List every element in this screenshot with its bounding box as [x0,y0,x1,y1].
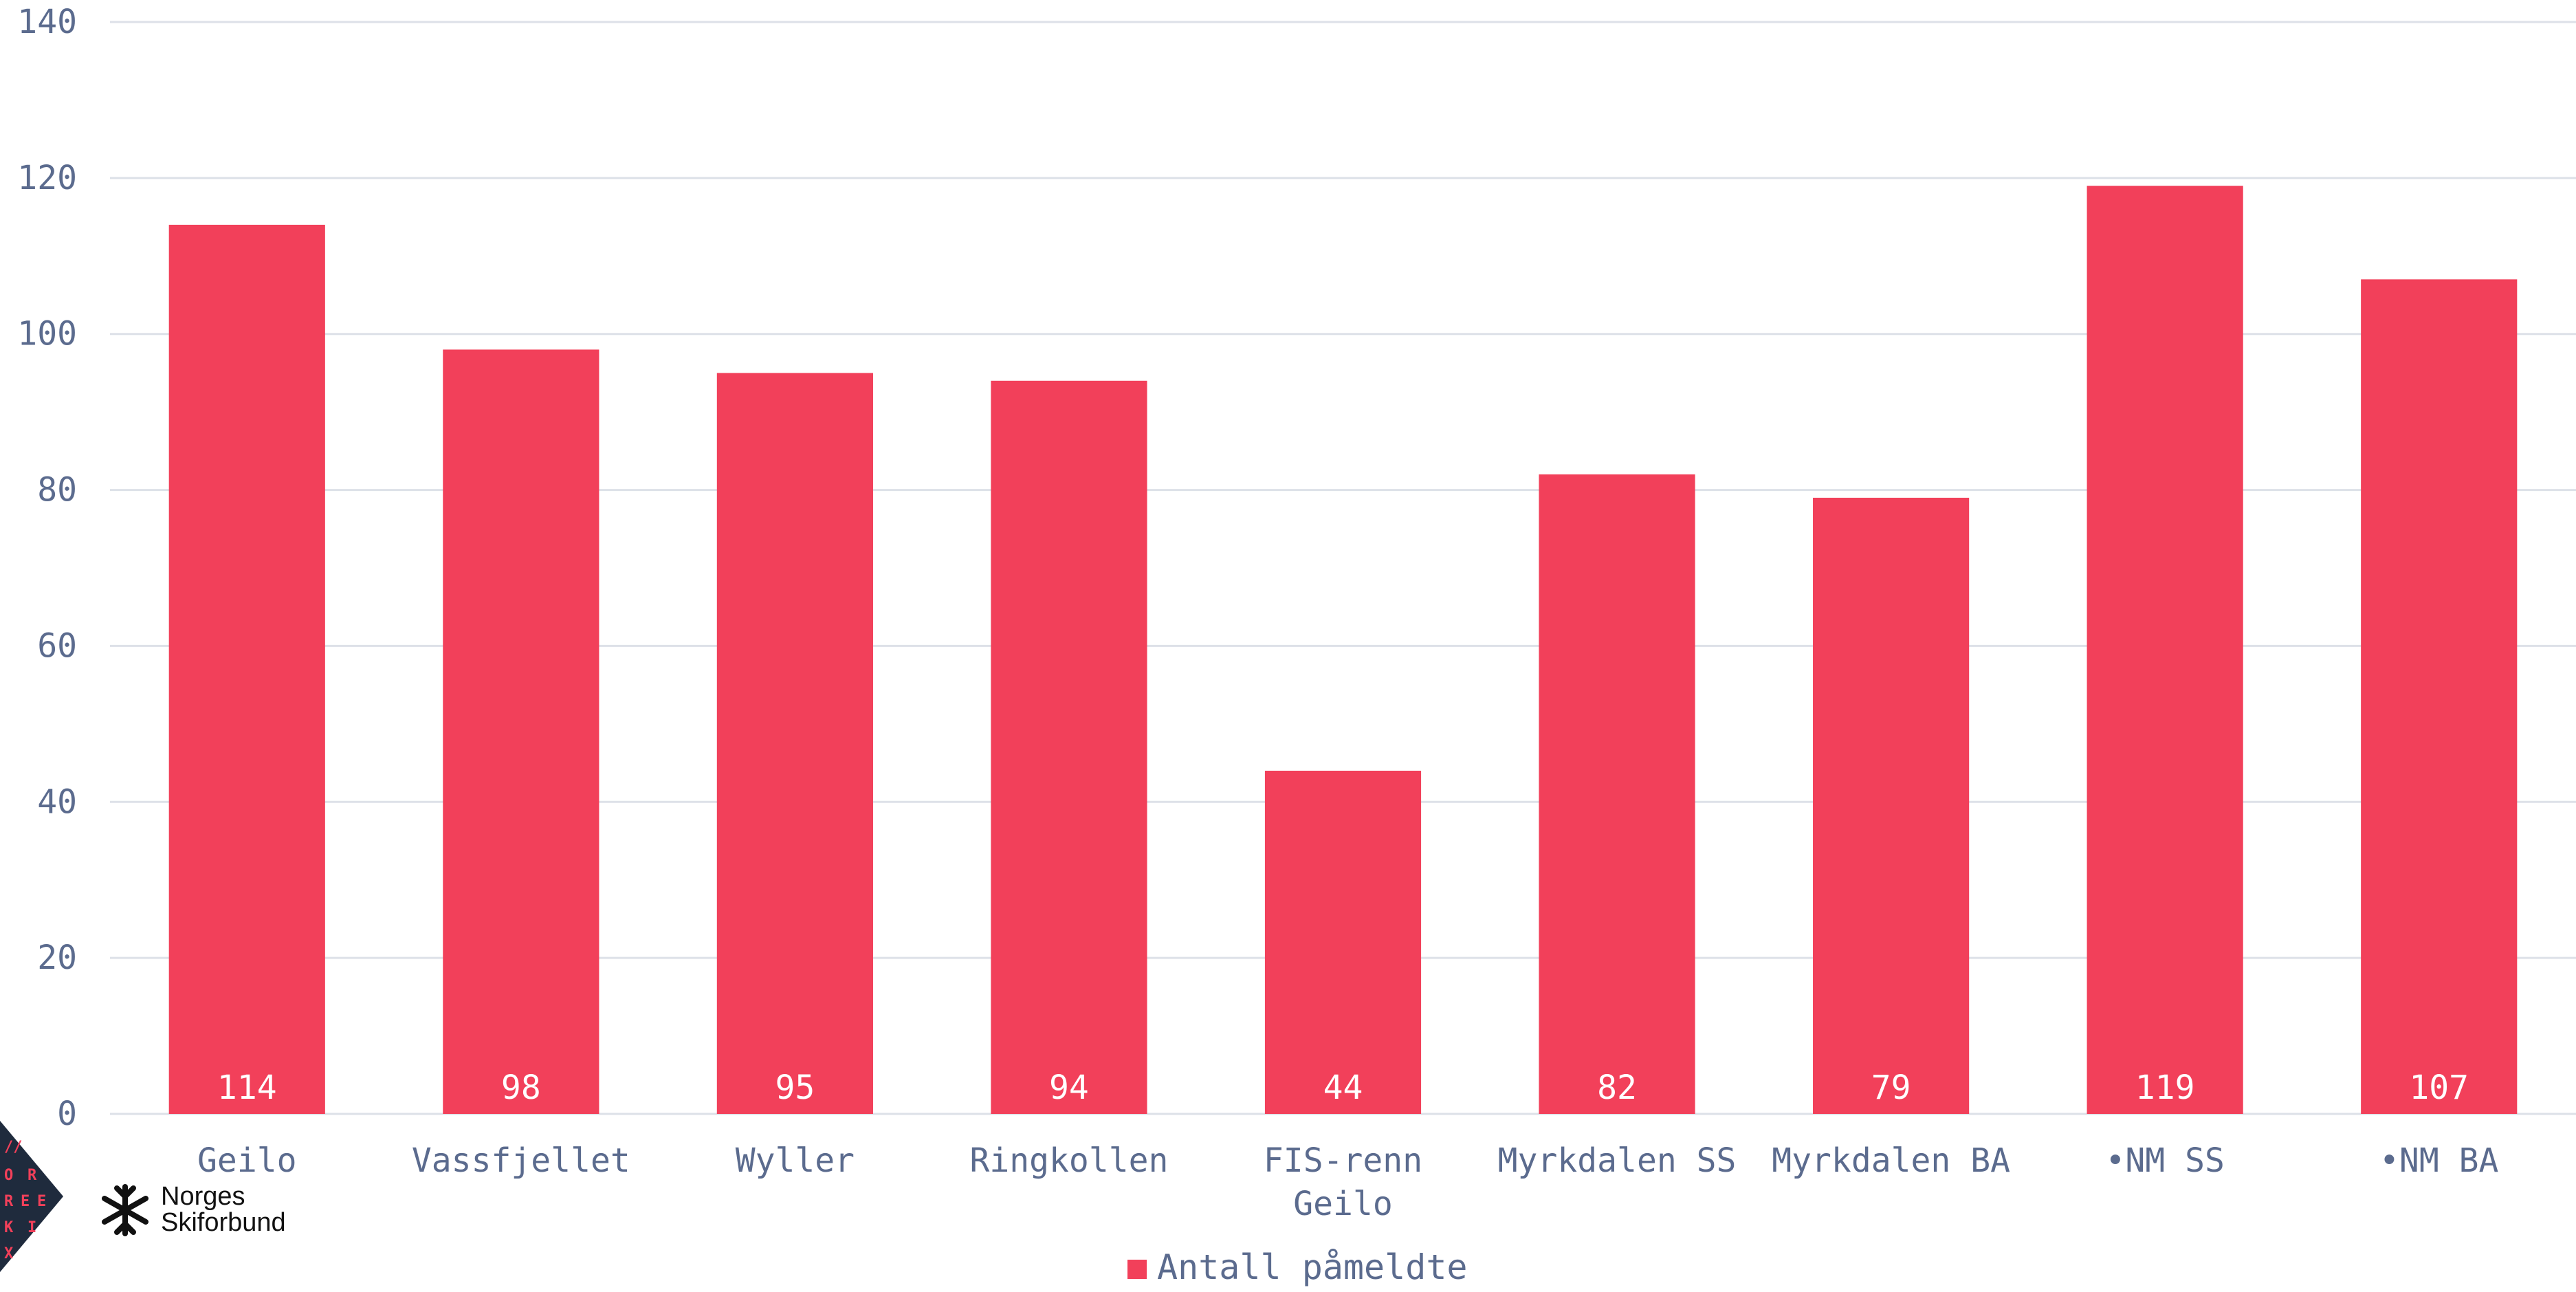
legend: Antall påmeldte [1127,1247,1468,1287]
badge-letter: I [27,1219,36,1236]
y-axis-ticks: 0 20 40 60 80 100 120 140 [17,3,77,1133]
bar [1264,770,1422,1114]
data-label: 82 [1597,1069,1637,1107]
x-tick-label: •NM SS [2105,1141,2224,1180]
data-label: 119 [2135,1069,2195,1107]
x-tick-label: Myrkdalen BA [1772,1141,2010,1180]
legend-label: Antall påmeldte [1157,1247,1468,1287]
badge-letter: // [4,1139,23,1156]
bars [168,186,2518,1115]
badge-letter: E [37,1193,46,1210]
y-tick-label: 20 [37,939,77,977]
data-label: 44 [1323,1069,1363,1107]
data-label: 114 [217,1069,277,1107]
data-label: 95 [775,1069,815,1107]
x-axis-categories: Geilo Vassfjellet Wyller Ringkollen FIS-renn… [197,1141,2498,1223]
badge-letter: R [27,1167,37,1184]
x-tick-label: Wyller [736,1141,855,1180]
data-label: 94 [1049,1069,1089,1107]
legend-swatch [1127,1260,1147,1279]
brand-name-line2: Skiforbund [161,1208,286,1237]
data-label: 79 [1871,1069,1911,1107]
data-label: 98 [501,1069,541,1107]
bar [2087,186,2243,1115]
bar [991,380,1147,1114]
x-tick-label: Myrkdalen SS [1498,1141,1737,1180]
bar [443,349,599,1114]
x-tick-label: Geilo [197,1141,297,1180]
snowflake-icon [102,1184,148,1236]
bar [1813,497,1970,1114]
x-tick-label: Vassfjellet [412,1141,630,1180]
y-tick-label: 120 [17,159,77,197]
brand-name-line1: Norges [161,1182,245,1211]
y-tick-label: 100 [17,315,77,353]
norges-skiforbund-logo: Norges Skiforbund [102,1182,286,1237]
bar [2361,279,2518,1114]
brand-badge-logo: // O R R E E K I X [0,1121,63,1272]
badge-letter: K [4,1219,14,1236]
badge-diamond [0,1121,63,1272]
y-tick-label: 40 [37,782,77,821]
bar [1539,474,1695,1114]
badge-letter: O [4,1167,13,1184]
y-tick-label: 0 [57,1095,77,1133]
badge-letter: X [4,1245,13,1262]
badge-letter: E [21,1193,30,1210]
x-tick-label: Geilo [1293,1185,1393,1223]
x-tick-label: Ringkollen [969,1141,1168,1180]
x-tick-label: •NM BA [2379,1141,2498,1180]
y-tick-label: 140 [17,3,77,41]
y-tick-label: 60 [37,626,77,665]
bar [716,373,873,1114]
data-label: 107 [2409,1069,2469,1107]
x-tick-label: FIS-renn [1264,1141,1422,1180]
data-labels: 114 98 95 94 44 82 79 119 107 [217,1069,2469,1107]
y-tick-label: 80 [37,471,77,510]
bar [168,224,325,1114]
badge-letter: R [4,1193,14,1210]
